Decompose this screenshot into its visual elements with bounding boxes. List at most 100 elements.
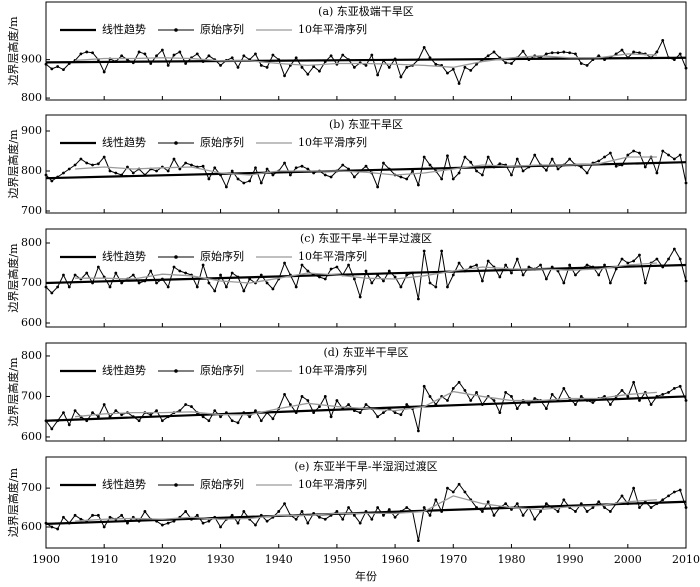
data-point	[574, 510, 577, 513]
data-point	[591, 401, 595, 404]
data-point	[160, 419, 164, 423]
data-point	[230, 56, 234, 60]
data-point	[498, 162, 502, 166]
data-point	[294, 166, 298, 170]
data-point	[259, 181, 263, 185]
data-point	[591, 506, 595, 509]
data-point	[533, 397, 537, 400]
data-point	[67, 285, 71, 289]
data-point	[451, 273, 455, 277]
data-point	[91, 163, 94, 167]
data-point	[259, 419, 263, 423]
data-point	[428, 513, 432, 517]
data-point	[451, 386, 455, 390]
data-point	[184, 62, 188, 65]
data-point	[550, 393, 554, 396]
data-point	[632, 149, 636, 153]
data-point	[667, 153, 670, 157]
data-point	[527, 265, 531, 269]
data-point	[498, 56, 502, 60]
data-point	[446, 486, 449, 490]
data-point	[312, 65, 316, 68]
data-point	[492, 513, 496, 517]
data-point	[446, 399, 449, 402]
data-point	[224, 411, 228, 415]
legend-marker	[174, 369, 178, 373]
x-tick-label: 1980	[497, 553, 525, 566]
data-point	[213, 166, 217, 170]
data-point	[236, 177, 240, 181]
y-tick-label: 700	[21, 389, 42, 402]
data-point	[544, 168, 548, 172]
data-point	[498, 275, 502, 279]
x-tick-label: 1990	[556, 553, 584, 566]
data-point	[44, 173, 48, 177]
data-point	[416, 58, 420, 62]
data-point	[620, 388, 624, 392]
data-point	[667, 494, 670, 498]
data-point	[358, 411, 362, 415]
data-point	[422, 249, 426, 253]
panel-title: (a) 东亚极端干旱区	[318, 4, 414, 18]
x-tick-label: 2000	[614, 553, 642, 566]
data-point	[393, 515, 397, 519]
data-point	[190, 163, 193, 167]
panel-title: (e) 东亚半干旱-半湿润过渡区	[294, 459, 437, 473]
data-point	[486, 500, 490, 504]
data-point	[579, 165, 583, 169]
data-point	[440, 510, 444, 513]
data-point	[661, 149, 665, 153]
data-point	[323, 173, 327, 177]
data-point	[335, 265, 339, 269]
data-point	[672, 58, 676, 62]
y-tick-label: 700	[21, 481, 42, 494]
data-point	[544, 407, 548, 411]
data-point	[405, 177, 409, 181]
data-point	[166, 285, 170, 289]
y-tick-label: 700	[21, 276, 42, 289]
data-point	[91, 513, 94, 517]
data-point	[655, 257, 659, 261]
data-point	[236, 421, 240, 425]
data-point	[108, 415, 112, 419]
data-point	[219, 415, 222, 419]
data-point	[102, 403, 106, 406]
data-point	[178, 167, 182, 171]
legend-marker	[174, 141, 178, 145]
data-point	[114, 409, 118, 413]
data-point	[184, 510, 188, 513]
data-point	[579, 62, 583, 65]
data-point	[370, 281, 374, 285]
data-point	[120, 54, 124, 58]
data-point	[521, 513, 525, 517]
data-point	[265, 167, 269, 171]
data-point	[428, 56, 432, 60]
legend-label: 线性趋势	[102, 477, 146, 491]
data-point	[300, 395, 304, 398]
data-point	[254, 52, 257, 56]
data-point	[149, 269, 153, 273]
data-point	[486, 259, 490, 263]
data-point	[347, 403, 350, 406]
data-point	[288, 173, 292, 177]
data-point	[620, 48, 624, 52]
data-point	[422, 155, 426, 159]
plot-frame	[45, 228, 687, 328]
y-tick-label: 600	[21, 520, 42, 533]
data-point	[638, 151, 641, 155]
data-point	[329, 54, 333, 58]
data-point	[166, 521, 170, 525]
data-point	[254, 409, 257, 413]
data-point	[364, 269, 368, 273]
data-point	[655, 171, 659, 175]
data-point	[219, 525, 222, 529]
data-point	[230, 169, 234, 173]
data-point	[201, 263, 205, 267]
data-point	[544, 502, 548, 506]
data-point	[608, 510, 612, 513]
data-point	[678, 488, 682, 492]
data-point	[661, 393, 665, 396]
legend-label: 线性趋势	[102, 22, 146, 36]
data-point	[533, 153, 537, 157]
data-point	[294, 285, 298, 289]
